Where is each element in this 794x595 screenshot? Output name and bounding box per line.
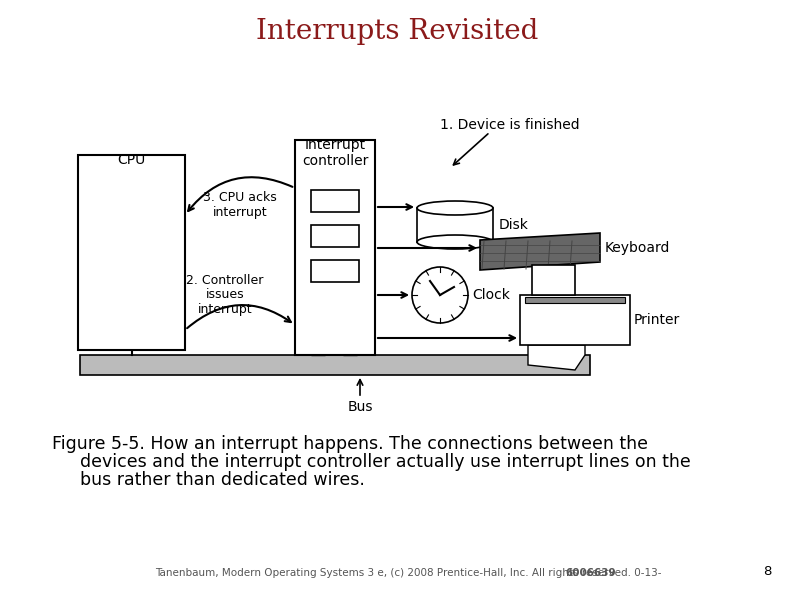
Text: Bus: Bus xyxy=(347,400,372,414)
Polygon shape xyxy=(532,265,575,295)
Text: 3. CPU acks
interrupt: 3. CPU acks interrupt xyxy=(203,191,277,219)
Text: Clock: Clock xyxy=(472,288,510,302)
Text: Interrupt
controller: Interrupt controller xyxy=(302,138,368,168)
Text: Figure 5-5. How an interrupt happens. The connections between the: Figure 5-5. How an interrupt happens. Th… xyxy=(52,435,648,453)
FancyBboxPatch shape xyxy=(311,225,359,247)
Text: Interrupts Revisited: Interrupts Revisited xyxy=(256,18,538,45)
FancyBboxPatch shape xyxy=(525,297,625,303)
FancyBboxPatch shape xyxy=(78,155,185,350)
FancyBboxPatch shape xyxy=(80,355,590,375)
Polygon shape xyxy=(480,233,600,270)
FancyBboxPatch shape xyxy=(311,190,359,212)
FancyBboxPatch shape xyxy=(311,260,359,282)
Text: Disk: Disk xyxy=(499,218,529,232)
Text: Tanenbaum, Modern Operating Systems 3 e, (c) 2008 Prentice-Hall, Inc. All rights: Tanenbaum, Modern Operating Systems 3 e,… xyxy=(155,568,661,578)
Ellipse shape xyxy=(417,201,493,215)
Text: Printer: Printer xyxy=(634,313,680,327)
Text: 1. Device is finished: 1. Device is finished xyxy=(440,118,580,132)
FancyBboxPatch shape xyxy=(295,140,375,355)
Polygon shape xyxy=(528,345,585,370)
Text: bus rather than dedicated wires.: bus rather than dedicated wires. xyxy=(80,471,365,489)
Text: CPU: CPU xyxy=(118,153,145,167)
Text: devices and the interrupt controller actually use interrupt lines on the: devices and the interrupt controller act… xyxy=(80,453,691,471)
FancyBboxPatch shape xyxy=(520,295,630,345)
Circle shape xyxy=(412,267,468,323)
Ellipse shape xyxy=(417,235,493,249)
Text: Keyboard: Keyboard xyxy=(605,241,670,255)
Text: 8: 8 xyxy=(763,565,772,578)
Text: 2. Controller
issues
interrupt: 2. Controller issues interrupt xyxy=(187,274,264,317)
Text: 6006639: 6006639 xyxy=(565,568,615,578)
